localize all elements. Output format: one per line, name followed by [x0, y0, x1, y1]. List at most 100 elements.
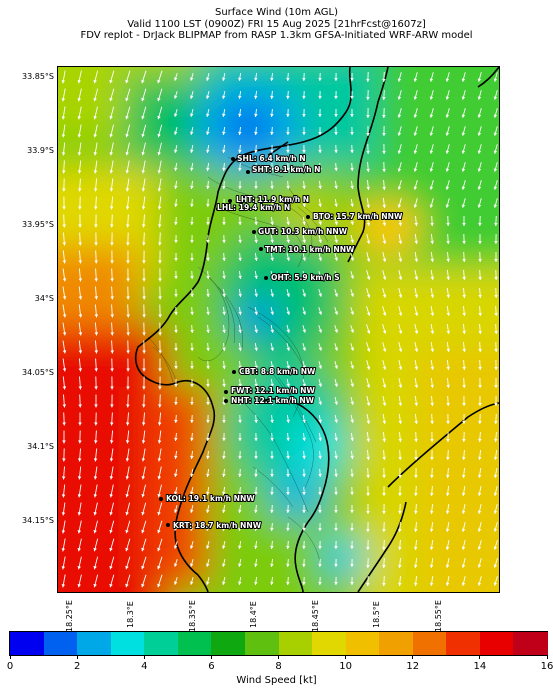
wind-arrow-head [318, 545, 322, 549]
wind-arrow-head [334, 455, 338, 459]
wind-arrow-head [238, 473, 242, 477]
wind-arrow-head [190, 347, 194, 351]
station-dot-cbt[interactable] [232, 370, 236, 374]
station-dot-shl[interactable] [231, 157, 235, 161]
wind-arrow-head [238, 221, 242, 225]
wind-arrow-head [445, 528, 450, 532]
wind-arrow-head [366, 258, 371, 262]
wind-arrow-head [254, 347, 258, 351]
wind-arrow-head [478, 420, 482, 424]
wind-arrow-head [174, 258, 178, 261]
station-label-sht: SHT: 9.1 km/h N [252, 165, 321, 174]
wind-arrow-head [429, 204, 434, 208]
wind-arrow-head [286, 545, 290, 549]
wind-arrow-head [445, 78, 450, 82]
wind-arrow-head [254, 239, 258, 243]
wind-arrow-head [157, 224, 162, 228]
station-dot-krt[interactable] [166, 523, 170, 527]
wind-arrow-head [462, 276, 466, 280]
wind-arrow-head [254, 131, 258, 135]
wind-arrow-head [382, 114, 386, 118]
wind-arrow-head [302, 132, 306, 135]
wind-arrow-head [174, 384, 178, 387]
wind-arrow-head [397, 114, 402, 118]
wind-arrow-head [222, 203, 226, 207]
colorbar-tick-mark [546, 655, 548, 659]
wind-arrow-head [477, 546, 482, 550]
wind-arrow-head [318, 419, 322, 423]
wind-arrow-head [174, 563, 178, 567]
lat-label: 34.15°S [22, 516, 54, 525]
wind-arrow-head [350, 419, 354, 423]
lon-label: 18.35°E [188, 600, 197, 632]
station-dot-kol[interactable] [159, 497, 163, 501]
wind-arrow-head [190, 455, 194, 459]
wind-arrow-head [494, 222, 498, 226]
wind-arrow-head [190, 149, 194, 153]
wind-arrow-head [398, 546, 402, 550]
wind-arrow-head [125, 440, 130, 444]
wind-arrow-head [238, 311, 242, 315]
wind-arrow-head [334, 437, 338, 441]
wind-arrow-head [430, 366, 435, 370]
wind-arrow-head [254, 113, 258, 117]
wind-arrow-head [302, 77, 306, 81]
wind-arrow-head [302, 473, 306, 477]
wind-arrow-head [446, 474, 450, 478]
wind-arrow-head [222, 581, 226, 585]
wind-arrow-head [286, 239, 290, 243]
station-dot-lhl[interactable] [216, 207, 220, 211]
station-dot-nht[interactable] [224, 399, 228, 403]
wind-arrow-head [318, 473, 322, 477]
wind-arrow-head [430, 474, 434, 478]
station-dot-gut[interactable] [252, 230, 256, 234]
wind-arrow-head [461, 546, 466, 550]
wind-arrow-head [286, 311, 290, 315]
wind-arrow-head [398, 258, 403, 262]
wind-arrow-head [222, 420, 226, 423]
wind-arrow-head [493, 96, 498, 100]
wind-arrow-head [222, 383, 226, 387]
wind-arrow-head [382, 204, 386, 208]
wind-arrow-head [318, 311, 322, 315]
lon-label: 18.4°E [249, 601, 258, 628]
wind-arrow-head [334, 563, 338, 567]
wind-arrow-head [126, 278, 130, 282]
wind-arrow-head [430, 240, 434, 244]
wind-arrow-head [477, 78, 482, 82]
wind-arrow-head [190, 113, 194, 117]
wind-arrow-head [190, 293, 194, 297]
station-dot-tmt[interactable] [259, 247, 263, 251]
station-dot-oht[interactable] [264, 276, 268, 280]
wind-arrow-head [334, 96, 338, 99]
wind-arrow-head [126, 404, 130, 408]
wind-arrow-head [93, 547, 97, 552]
station-dot-fwt[interactable] [224, 390, 228, 394]
wind-arrow-head [238, 419, 242, 423]
wind-arrow-head [206, 419, 210, 423]
station-dot-sht[interactable] [246, 170, 250, 174]
wind-arrow-head [445, 132, 450, 136]
wind-arrow-head [110, 422, 114, 426]
wind-map[interactable]: SHL: 6.4 km/h N SHT: 9.1 km/h N LHT: 11.… [57, 66, 500, 593]
wind-arrow-head [318, 347, 322, 351]
wind-arrow-head [414, 276, 419, 280]
wind-arrow-head [190, 437, 194, 441]
wind-arrow-head [397, 96, 402, 100]
wind-arrow-head [78, 278, 83, 282]
wind-arrow-head [238, 527, 242, 531]
wind-arrow-head [141, 206, 146, 210]
wind-arrow-head [190, 311, 194, 315]
station-dot-bto[interactable] [306, 215, 310, 219]
wind-arrow-head [477, 492, 482, 496]
wind-arrow-head [190, 509, 194, 513]
colorbar-segment [244, 632, 279, 655]
wind-arrow-head [382, 133, 386, 136]
wind-arrow-head [350, 563, 354, 567]
wind-arrow-head [110, 296, 114, 300]
wind-arrow-head [414, 492, 418, 496]
wind-arrow-head [286, 329, 290, 333]
wind-arrow-head [350, 203, 354, 207]
wind-arrow-head [206, 383, 210, 387]
station-dot-lht[interactable] [228, 199, 232, 203]
